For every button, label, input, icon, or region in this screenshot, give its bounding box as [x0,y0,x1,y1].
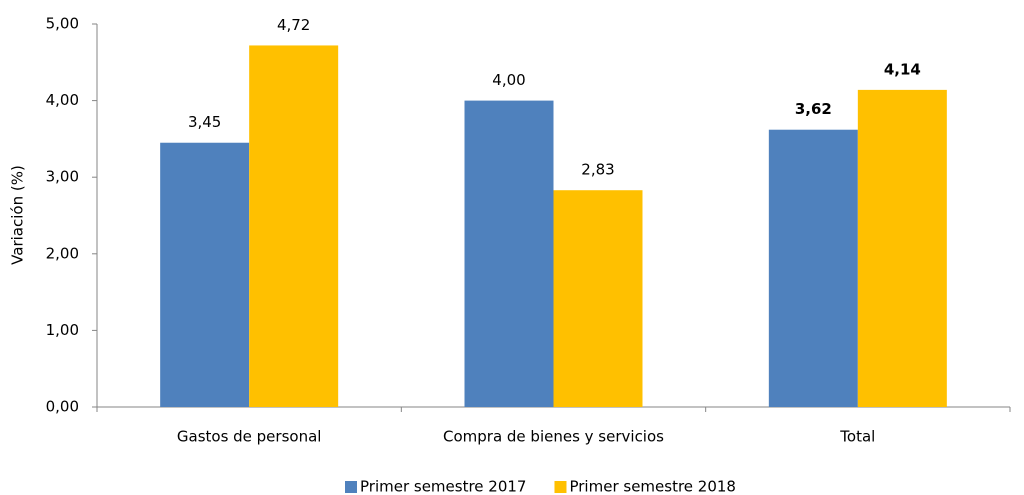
legend-swatch [345,481,357,493]
legend-label: Primer semestre 2018 [569,478,735,495]
bar [768,129,858,407]
bar [464,100,554,407]
value-label: 2,83 [581,161,614,179]
value-label: 4,14 [884,60,921,78]
value-label: 3,62 [795,100,832,118]
value-label: 4,72 [277,16,310,34]
y-tick-label: 3,00 [46,168,79,186]
x-tick-label: Total [839,428,875,446]
value-label: 3,45 [188,113,221,131]
y-axis-label: Variación (%) [9,165,27,265]
value-label: 4,00 [492,71,525,89]
x-tick-label: Compra de bienes y servicios [443,428,664,446]
y-tick-label: 4,00 [46,91,79,109]
bar [160,142,250,408]
y-tick-label: 5,00 [46,15,79,33]
y-tick-label: 1,00 [46,321,79,339]
x-tick-label: Gastos de personal [177,428,322,446]
bar [553,190,643,407]
bar [249,45,339,408]
bar [857,89,947,407]
y-tick-label: 0,00 [46,398,79,416]
legend-swatch [554,481,567,493]
legend-label: Primer semestre 2017 [360,478,526,495]
y-tick-label: 2,00 [46,244,79,262]
